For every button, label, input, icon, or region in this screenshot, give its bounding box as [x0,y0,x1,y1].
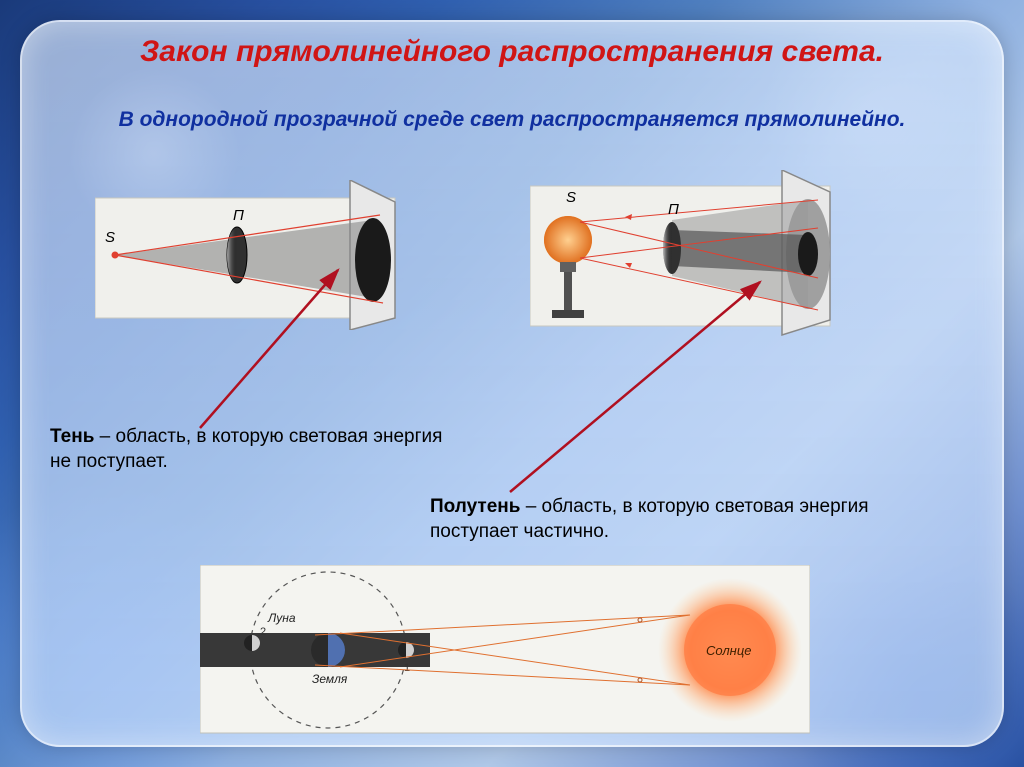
svg-text:1: 1 [404,662,410,674]
caption-shadow-term: Тень [50,426,94,447]
slide-subtitle: В однородной прозрачной среде свет распр… [0,108,1024,132]
svg-text:S: S [105,229,115,246]
caption-shadow-text: – область, в которую световая энергия не… [50,426,442,472]
label-sun: Солнце [706,643,751,658]
diagram-eclipse: Солнце Земля 1 Луна 2 [200,565,810,735]
caption-penumbra: Полутень – область, в которую световая э… [430,495,950,544]
diagram-point-source: S П [95,180,405,330]
caption-shadow: Тень – область, в которую световая энерг… [50,425,450,474]
caption-penumbra-term: Полутень [430,496,520,517]
label-moon: Луна [267,611,296,625]
svg-text:П: П [233,207,244,224]
label-earth: Земля [312,672,348,686]
diagram-extended-source: S П [530,170,840,340]
svg-text:S: S [566,189,576,206]
svg-text:П: П [668,201,679,218]
slide-title: Закон прямолинейного распространения све… [0,35,1024,69]
svg-text:2: 2 [260,626,266,638]
